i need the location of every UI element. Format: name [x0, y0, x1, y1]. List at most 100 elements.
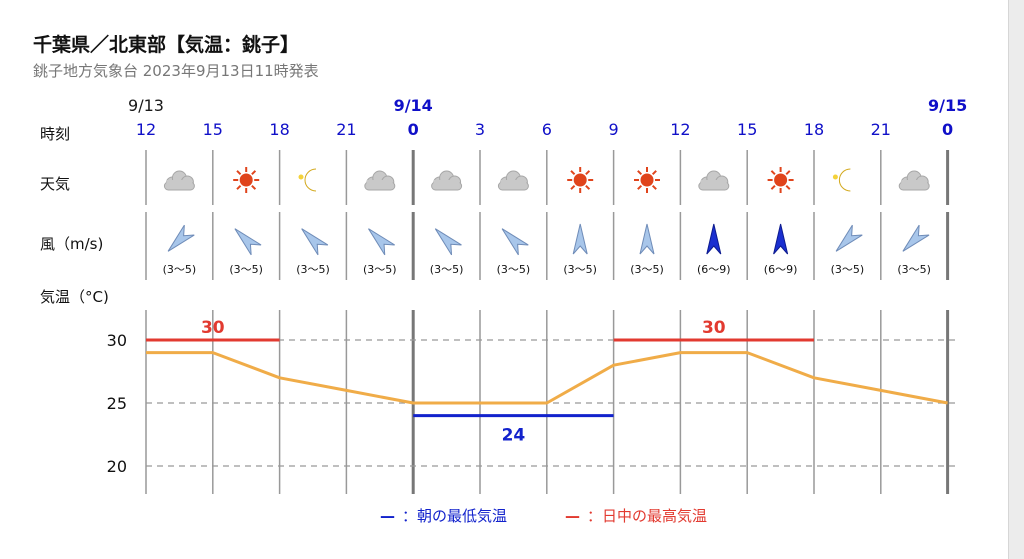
wind-arrow-icon — [368, 228, 395, 256]
cloud-fill — [166, 180, 193, 188]
wind-arrow-icon — [706, 223, 722, 255]
time-label: 0 — [408, 120, 419, 139]
cloud-icon — [698, 170, 730, 191]
time-label: 15 — [203, 120, 223, 139]
wind-speed: (3〜5) — [229, 263, 263, 276]
min-temp-label: 24 — [502, 426, 526, 446]
sun-ray — [785, 184, 791, 190]
sun-ray — [651, 170, 657, 176]
time-label: 6 — [542, 120, 552, 139]
y-tick-label: 20 — [107, 457, 127, 476]
wind-speed: (3〜5) — [831, 263, 865, 276]
wind-speed: (3〜5) — [563, 263, 597, 276]
y-tick-label: 25 — [107, 394, 127, 413]
scrollbar[interactable] — [1008, 0, 1024, 559]
moon-star — [298, 174, 304, 180]
sun-ray — [236, 184, 242, 190]
cloud-fill — [433, 180, 460, 188]
wind-arrow-icon — [639, 223, 655, 255]
legend-text: ：朝の最低気温 — [402, 507, 507, 525]
time-label: 18 — [804, 120, 824, 139]
time-label: 15 — [737, 120, 757, 139]
time-label: 21 — [336, 120, 356, 139]
sun-ray — [570, 170, 576, 176]
time-label: 18 — [269, 120, 289, 139]
cloud-fill — [366, 180, 393, 188]
moon-crescent — [838, 168, 851, 192]
wind-arrow-icon — [572, 223, 588, 255]
wind-speed: (6〜9) — [697, 263, 731, 276]
cloud-icon — [163, 170, 195, 191]
wind-arrow-icon — [167, 224, 195, 252]
row-label-wind: 風（m/s) — [40, 235, 103, 253]
moon-crescent — [304, 168, 317, 192]
sun-ray — [637, 170, 643, 176]
row-label-time: 時刻 — [40, 125, 70, 143]
time-label: 3 — [475, 120, 485, 139]
sun-ray — [251, 184, 257, 190]
date-label: 9/13 — [128, 96, 164, 115]
cloud-icon — [497, 170, 529, 191]
y-tick-label: 30 — [107, 331, 127, 350]
wind-speed: (3〜5) — [363, 263, 397, 276]
moon-icon — [298, 168, 317, 192]
sun-icon — [767, 167, 794, 193]
legend-marker: — — [380, 507, 395, 525]
sun-ray — [236, 170, 242, 176]
wind-arrow-icon — [773, 223, 789, 255]
sun-ray — [785, 170, 791, 176]
moon-star — [832, 174, 838, 180]
sun-disc — [774, 173, 788, 187]
max-temp-label: 30 — [201, 318, 225, 338]
row-label-temperature: 気温（°C) — [40, 288, 109, 306]
wind-speed: (3〜5) — [897, 263, 931, 276]
legend-text: ：日中の最高気温 — [587, 507, 707, 525]
sun-ray — [770, 170, 776, 176]
sun-ray — [585, 184, 591, 190]
sun-ray — [637, 184, 643, 190]
legend-marker: — — [565, 507, 580, 525]
time-label: 12 — [670, 120, 690, 139]
moon-icon — [832, 168, 851, 192]
wind-speed: (3〜5) — [296, 263, 330, 276]
sun-icon — [634, 167, 660, 193]
sun-disc — [640, 173, 654, 187]
wind-arrow-icon — [501, 228, 529, 256]
time-label: 21 — [871, 120, 891, 139]
wind-speed: (3〜5) — [163, 263, 197, 276]
wind-speed: (3〜5) — [630, 263, 664, 276]
sun-icon — [233, 167, 260, 193]
wind-speed: (3〜5) — [497, 263, 531, 276]
page-subtitle: 銚子地方気象台 2023年9月13日11時発表 — [33, 62, 319, 80]
date-label: 9/15 — [928, 96, 967, 115]
sun-ray — [585, 170, 591, 176]
sun-disc — [239, 173, 253, 187]
sun-ray — [570, 184, 576, 190]
time-label: 12 — [136, 120, 156, 139]
cloud-icon — [431, 170, 463, 191]
wind-arrow-icon — [434, 228, 462, 256]
page-title: 千葉県／北東部【気温：銚子】 — [33, 34, 300, 56]
cloud-icon — [364, 170, 396, 191]
sun-ray — [770, 184, 776, 190]
sun-icon — [567, 167, 594, 193]
time-label: 9 — [609, 120, 619, 139]
wind-arrow-icon — [234, 228, 262, 256]
cloud-fill — [901, 180, 928, 188]
wind-arrow-icon — [301, 228, 329, 256]
sun-ray — [651, 184, 657, 190]
max-temp-label: 30 — [702, 318, 726, 338]
cloud-icon — [898, 170, 930, 191]
wind-arrow-icon — [902, 224, 930, 252]
cloud-fill — [700, 180, 727, 188]
cloud-fill — [500, 180, 527, 188]
wind-speed: (6〜9) — [764, 263, 798, 276]
time-label: 0 — [942, 120, 953, 139]
sun-disc — [573, 173, 587, 187]
wind-speed: (3〜5) — [430, 263, 464, 276]
sun-ray — [251, 170, 257, 176]
wind-arrow-icon — [835, 224, 863, 252]
temperature-line — [146, 351, 948, 405]
